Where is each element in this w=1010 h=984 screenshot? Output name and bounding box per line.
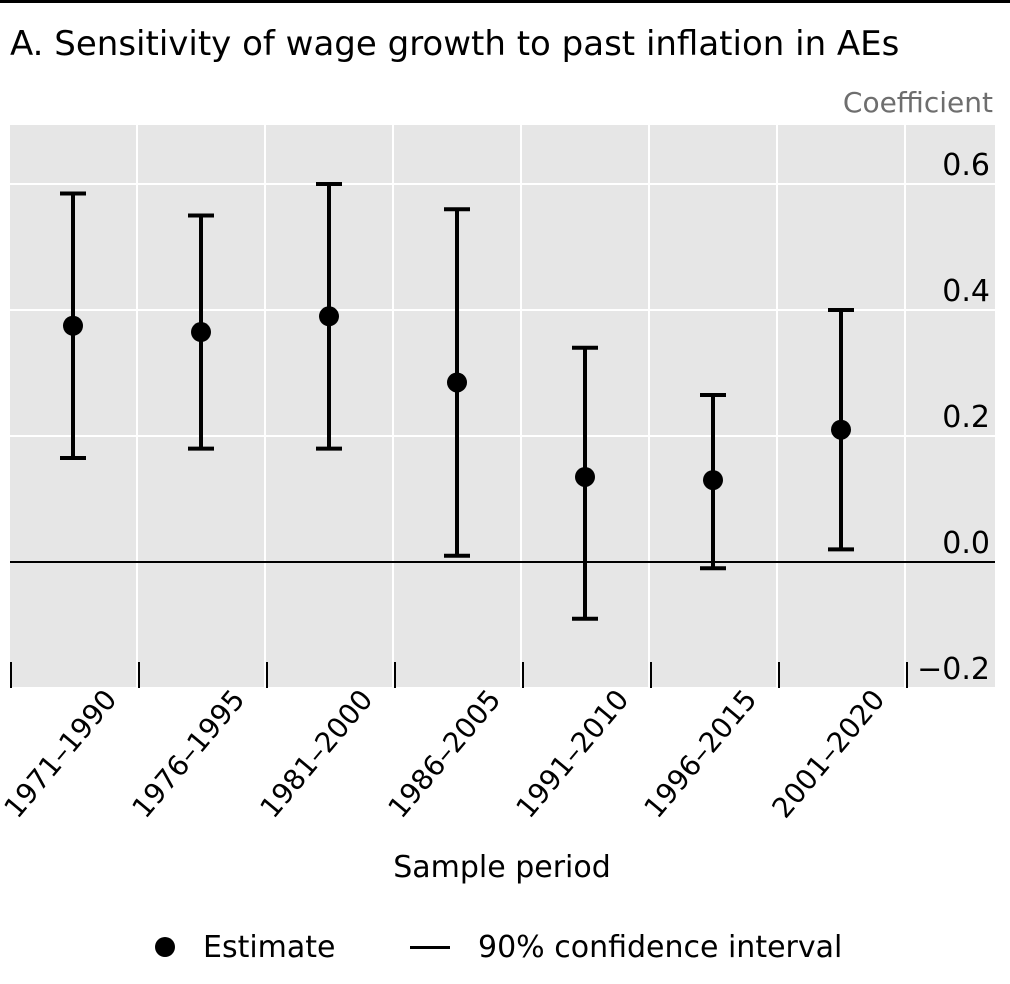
estimate-point <box>63 315 83 336</box>
legend-label-confidence-interval: 90% confidence interval <box>478 929 843 965</box>
y-tick-label: 0.2 <box>942 400 990 435</box>
estimate-point <box>447 372 467 393</box>
x-tick-label: 1981–2000 <box>253 683 379 824</box>
estimate-point <box>319 306 339 327</box>
legend-label-estimate: Estimate <box>203 929 336 965</box>
estimate-point <box>575 466 595 487</box>
y-tick-label: 0.4 <box>942 274 990 309</box>
y-tick-label: 0.0 <box>942 526 990 561</box>
chart-svg: Coefficient −0.2 0.0 0.2 0.4 0.6 1971–1990 1976… <box>0 86 995 885</box>
estimate-point <box>191 322 211 343</box>
x-tick-label: 1971–1990 <box>0 683 123 824</box>
x-tick-label: 1996–2015 <box>637 683 763 824</box>
plot-background <box>10 125 995 688</box>
legend-item-confidence-interval: 90% confidence interval <box>410 922 842 972</box>
x-tick-label: 1986–2005 <box>381 683 507 824</box>
y-axis-label: Coefficient <box>843 86 993 119</box>
legend-dot-icon <box>155 937 175 957</box>
chart-title: A. Sensitivity of wage growth to past in… <box>10 24 900 64</box>
estimate-point <box>703 470 723 491</box>
y-tick-label: −0.2 <box>917 652 990 687</box>
legend-line-icon <box>410 945 450 949</box>
estimate-point <box>831 419 851 440</box>
x-tick-label: 1991–2010 <box>509 683 635 824</box>
x-tick-label: 1976–1995 <box>125 683 251 824</box>
legend-item-estimate: Estimate <box>155 922 336 972</box>
x-tick-label: 2001–2020 <box>765 683 891 824</box>
legend: Estimate 90% confidence interval <box>0 922 1010 972</box>
y-tick-label: 0.6 <box>942 148 990 183</box>
x-axis-label: Sample period <box>393 850 611 885</box>
top-rule <box>0 0 1010 3</box>
